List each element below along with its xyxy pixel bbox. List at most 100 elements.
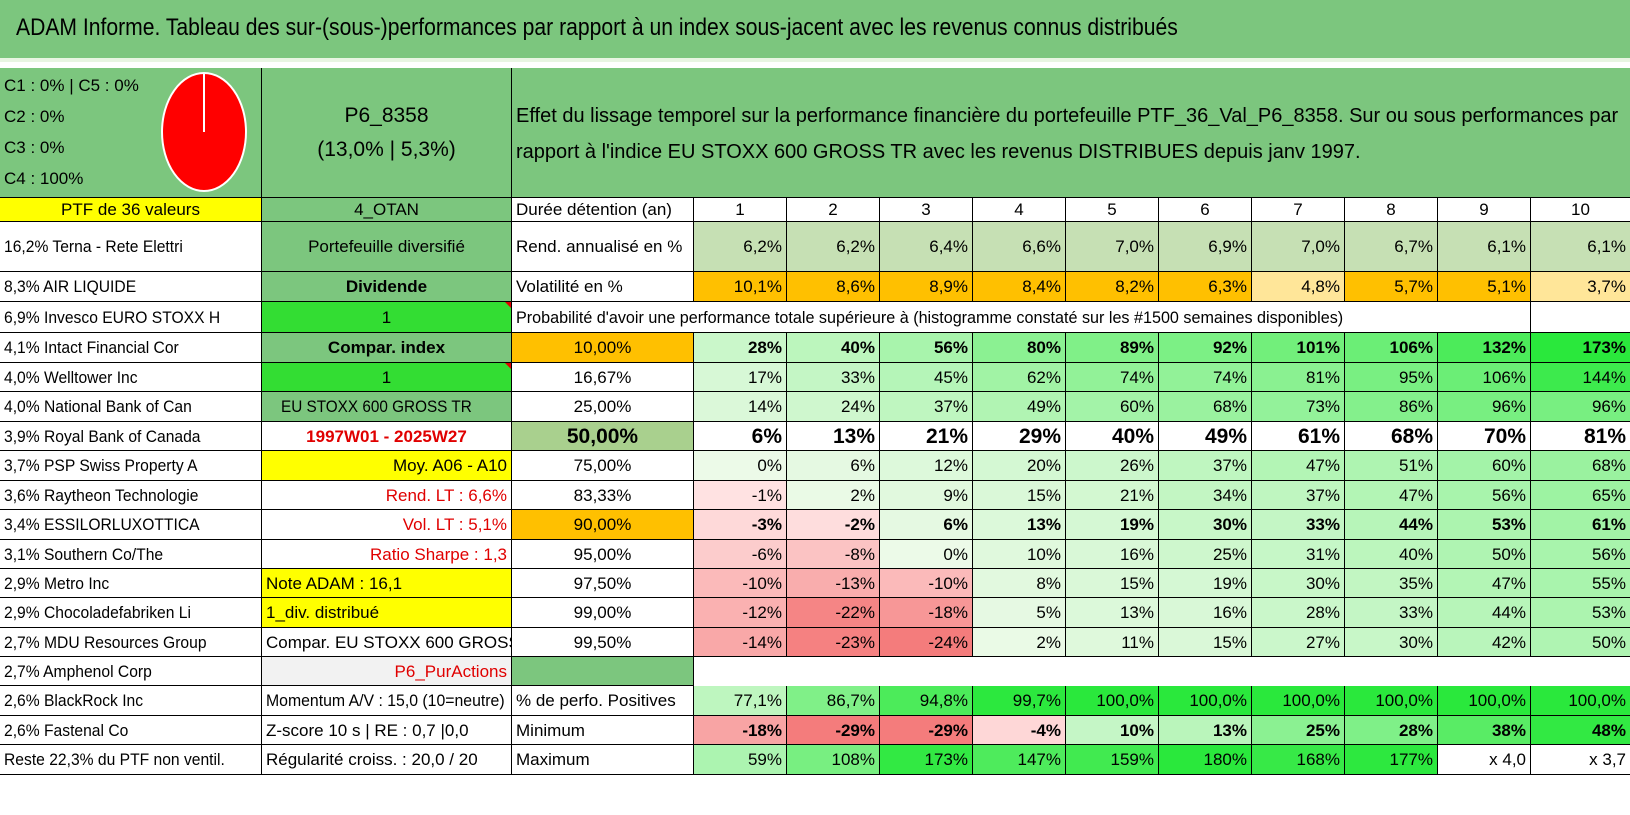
quantile-value: 65% bbox=[1531, 481, 1630, 510]
positive-value-text: 100,0% bbox=[1375, 691, 1433, 710]
maximum-value: 168% bbox=[1252, 745, 1345, 775]
quantile-value-text: 65% bbox=[1591, 485, 1626, 505]
holding-row-text: 4,1% Intact Financial Cor bbox=[4, 338, 179, 357]
quantile-value: 0% bbox=[880, 540, 973, 569]
maximum-value-text: 159% bbox=[1110, 750, 1154, 769]
quantile-value-text: 28% bbox=[747, 338, 782, 357]
param-cell-text: 1997W01 - 2025W27 bbox=[306, 426, 467, 446]
minimum-value: -4% bbox=[973, 716, 1066, 745]
param-cell-text: Compar. index bbox=[327, 338, 446, 357]
quantile-value-text: 56% bbox=[933, 338, 968, 357]
minimum-value-text: -4% bbox=[1030, 720, 1061, 740]
maximum-label: Maximum bbox=[512, 745, 694, 775]
param-cell-text: Dividende bbox=[345, 277, 428, 296]
param-cell-text: Régularité croiss. : 20,0 / 20 bbox=[266, 750, 478, 769]
quantile-label: 83,33% bbox=[512, 481, 694, 510]
quantile-value: 9% bbox=[880, 481, 973, 510]
quantile-value-text: -10% bbox=[928, 573, 968, 593]
holding-row: 3,4% ESSILORLUXOTTICA bbox=[0, 510, 262, 540]
param-cell-text: Moy. A06 - A10 bbox=[392, 456, 507, 475]
year-header-text: 7 bbox=[1293, 200, 1303, 219]
quantile-value-text: 30% bbox=[1212, 515, 1247, 534]
vol-value-text: 5,7% bbox=[1394, 277, 1433, 296]
quantile-value-text: 15% bbox=[1212, 632, 1247, 652]
minimum-value-text: 13% bbox=[1212, 720, 1247, 740]
quantile-value-text: 21% bbox=[925, 424, 968, 448]
param-cell: Moy. A06 - A10 bbox=[262, 451, 512, 481]
quantile-value-text: 56% bbox=[1491, 485, 1526, 505]
quantile-value-text: 42% bbox=[1491, 632, 1526, 652]
fund-code: P6_8358 bbox=[344, 103, 429, 127]
quantile-label: 25,00% bbox=[512, 392, 694, 422]
param-cell-text: Portefeuille diversifié bbox=[308, 237, 465, 256]
quantile-value: 132% bbox=[1438, 333, 1531, 363]
description: Effet du lissage temporel sur la perform… bbox=[512, 68, 1630, 198]
quantile-value: 96% bbox=[1531, 392, 1630, 422]
holding-row: 3,1% Southern Co/The bbox=[0, 540, 262, 569]
quantile-value-text: -22% bbox=[835, 603, 875, 622]
quantile-value-text: 92% bbox=[1212, 338, 1247, 357]
positive-value: 100,0% bbox=[1159, 686, 1252, 716]
param-cell: Régularité croiss. : 20,0 / 20 bbox=[262, 745, 512, 775]
rend-value-text: 6,6% bbox=[1022, 237, 1061, 256]
quantile-label-text: 16,67% bbox=[573, 367, 632, 387]
positive-value-text: 100,0% bbox=[1282, 691, 1340, 710]
positive-value: 100,0% bbox=[1531, 686, 1630, 716]
quantile-value: 33% bbox=[787, 363, 880, 392]
title-bar: ADAM Informe. Tableau des sur-(sous-)per… bbox=[0, 0, 1630, 62]
year-header: 3 bbox=[880, 198, 973, 222]
holding-period-label: Durée détention (an) bbox=[512, 198, 694, 222]
param-cell-text: 1 bbox=[381, 367, 392, 387]
quantile-label: 90,00% bbox=[512, 510, 694, 540]
quantile-value-text: 21% bbox=[1119, 485, 1154, 505]
quantile-value-text: 30% bbox=[1305, 573, 1340, 593]
rend-value-text: 6,9% bbox=[1208, 237, 1247, 256]
quantile-value-text: 70% bbox=[1483, 424, 1526, 448]
holding-row: 2,9% Metro Inc bbox=[0, 569, 262, 598]
quantile-value-text: 81% bbox=[1305, 367, 1340, 387]
quantile-value: -14% bbox=[694, 628, 787, 657]
quantile-value: 8% bbox=[973, 569, 1066, 598]
quantile-value: 19% bbox=[1066, 510, 1159, 540]
quantile-value: -13% bbox=[787, 569, 880, 598]
quantile-value-text: 50% bbox=[1591, 632, 1626, 652]
maximum-value-text: 108% bbox=[831, 750, 875, 769]
year-header: 9 bbox=[1438, 198, 1531, 222]
year-header-text: 9 bbox=[1479, 200, 1489, 219]
param-cell: Note ADAM : 16,1 bbox=[262, 569, 512, 598]
param-cell: Portefeuille diversifié bbox=[262, 222, 512, 272]
quantile-value: 37% bbox=[1252, 481, 1345, 510]
rend-value-text: 6,4% bbox=[929, 237, 968, 256]
vol-value: 8,9% bbox=[880, 272, 973, 302]
quantile-value-text: 47% bbox=[1398, 485, 1433, 505]
quantile-value-text: 61% bbox=[1591, 515, 1626, 534]
quantile-value: 29% bbox=[973, 422, 1066, 451]
year-header: 10 bbox=[1531, 198, 1630, 222]
year-header-text: 10 bbox=[1571, 200, 1590, 219]
quantile-value-text: -10% bbox=[742, 573, 782, 593]
quantile-value: 86% bbox=[1345, 392, 1438, 422]
quantile-value-text: 31% bbox=[1305, 544, 1340, 564]
quantile-value: 47% bbox=[1252, 451, 1345, 481]
fund-summary: P6_8358 (13,0% | 5,3%) bbox=[262, 68, 512, 198]
positive-value-text: 100,0% bbox=[1568, 691, 1626, 710]
quantile-value: 21% bbox=[880, 422, 973, 451]
quantile-value: 30% bbox=[1345, 628, 1438, 657]
quantile-value: 92% bbox=[1159, 333, 1252, 363]
positive-value-text: 77,1% bbox=[733, 691, 782, 710]
quantile-value: 37% bbox=[1159, 451, 1252, 481]
year-header: 7 bbox=[1252, 198, 1345, 222]
quantile-value: 27% bbox=[1252, 628, 1345, 657]
comment-marker bbox=[505, 363, 511, 369]
param-cell-text: 4_OTAN bbox=[354, 200, 419, 219]
vol-value-text: 6,3% bbox=[1208, 277, 1247, 296]
year-header-text: 5 bbox=[1107, 200, 1117, 219]
quantile-value-text: 74% bbox=[1119, 367, 1154, 387]
quantile-value-text: 68% bbox=[1212, 397, 1247, 416]
quantile-value-text: 47% bbox=[1491, 573, 1526, 593]
quantile-value: 21% bbox=[1066, 481, 1159, 510]
holding-row-text: 3,6% Raytheon Technologie bbox=[4, 485, 199, 505]
quantile-value: -2% bbox=[787, 510, 880, 540]
quantile-value-text: 24% bbox=[840, 397, 875, 416]
holding-row: 2,7% Amphenol Corp bbox=[0, 657, 262, 686]
